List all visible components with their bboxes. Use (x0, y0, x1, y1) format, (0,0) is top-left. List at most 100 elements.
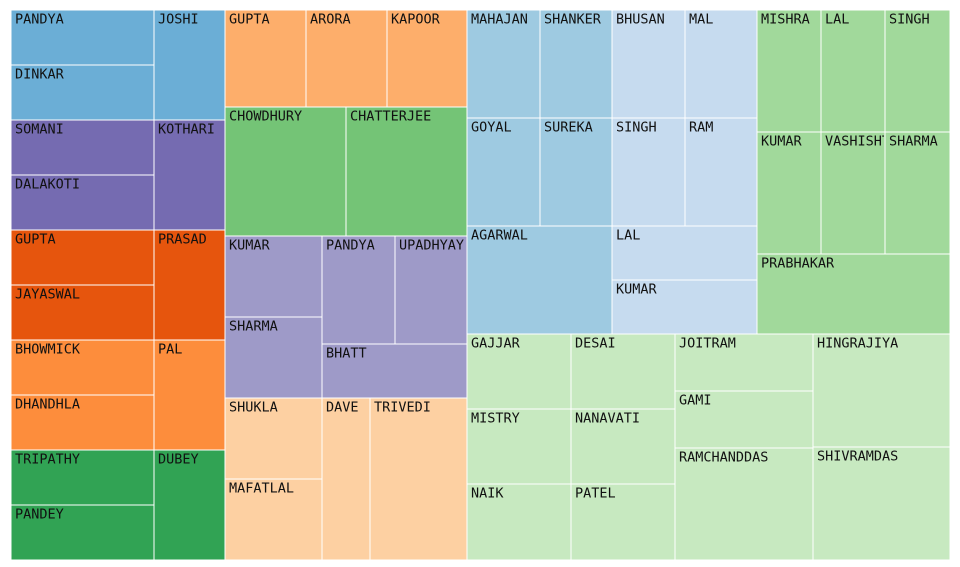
treemap-label: SUREKA (544, 120, 593, 136)
treemap-label: PATEL (575, 486, 616, 502)
treemap-label: GUPTA (229, 12, 270, 28)
treemap-cell-sharma: SHARMA (224, 316, 323, 399)
treemap-cell-kumar: KUMAR (611, 279, 758, 335)
treemap-label: KUMAR (616, 282, 658, 298)
treemap-cell-pandey: PANDEY (10, 504, 155, 561)
treemap-label: MISTRY (471, 411, 520, 427)
treemap-cell-joshi: JOSHI (153, 9, 226, 121)
treemap-label: UPADHYAY (399, 238, 464, 254)
treemap-label: GOYAL (471, 120, 512, 136)
treemap-cell-sharma: SHARMA (884, 131, 951, 255)
treemap-label: SHARMA (889, 134, 938, 150)
treemap-cell-shukla: SHUKLA (224, 397, 323, 480)
treemap-rect (812, 333, 951, 448)
treemap-cell-lal: LAL (611, 225, 758, 281)
treemap-label: ARORA (310, 12, 351, 28)
treemap-label: MAFATLAL (229, 481, 294, 497)
treemap-cell-arora: ARORA (305, 9, 388, 108)
treemap-cell-gupta: GUPTA (224, 9, 307, 108)
treemap-cell-jayaswal: JAYASWAL (10, 284, 155, 341)
treemap-label: SOMANI (15, 122, 64, 138)
treemap-label: PAL (158, 342, 182, 358)
treemap-label: MAHAJAN (471, 12, 528, 28)
treemap-label: SINGH (889, 12, 930, 28)
treemap-cell-upadhyay: UPADHYAY (394, 235, 468, 345)
treemap-rect (10, 9, 155, 66)
treemap-cell-bhowmick: BHOWMICK (10, 339, 155, 396)
treemap-rect (570, 333, 676, 410)
treemap-cell-mal: MAL (684, 9, 758, 119)
treemap-cell-kapoor: KAPOOR (386, 9, 468, 108)
treemap-cell-kumar: KUMAR (756, 131, 822, 255)
treemap-rect (466, 117, 541, 227)
treemap-cell-pandya: PANDYA (10, 9, 155, 66)
treemap-cell-dhandhla: DHANDHLA (10, 394, 155, 451)
treemap-cell-ram: RAM (684, 117, 758, 227)
treemap-rect (756, 253, 951, 335)
treemap-label: PRASAD (158, 232, 207, 248)
treemap-cell-pal: PAL (153, 339, 226, 451)
treemap-label: PANDYA (326, 238, 375, 254)
treemap-cell-goyal: GOYAL (466, 117, 541, 227)
treemap-cell-chatterjee: CHATTERJEE (345, 106, 468, 237)
treemap-rect (466, 408, 572, 485)
treemap-cell-chowdhury: CHOWDHURY (224, 106, 347, 237)
treemap-label: MISHRA (761, 12, 810, 28)
treemap-label: KAPOOR (391, 12, 441, 28)
treemap-label: PANDYA (15, 12, 64, 28)
treemap-label: BHUSAN (616, 12, 665, 28)
treemap-cell-trivedi: TRIVEDI (369, 397, 468, 561)
treemap-rect (611, 225, 758, 281)
treemap-label: VASHISHT (825, 134, 890, 150)
treemap-label: TRIVEDI (374, 400, 431, 416)
treemap-label: JOSHI (158, 12, 199, 28)
treemap-label: SINGH (616, 120, 657, 136)
treemap-label: BHOWMICK (15, 342, 81, 358)
treemap-rect (10, 339, 155, 396)
treemap-label: LAL (825, 12, 849, 28)
treemap-rect (345, 106, 468, 237)
treemap-label: AGARWAL (471, 228, 528, 244)
treemap-rect (10, 449, 155, 506)
treemap-cell-singh: SINGH (884, 9, 951, 133)
treemap-rect (386, 9, 468, 108)
treemap-label: DAVE (326, 400, 359, 416)
treemap-cell-kumar: KUMAR (224, 235, 323, 318)
treemap-label: KOTHARI (158, 122, 215, 138)
treemap-cell-lal: LAL (820, 9, 886, 133)
treemap-rect (321, 343, 468, 399)
treemap-cell-mistry: MISTRY (466, 408, 572, 485)
treemap-cell-dubey: DUBEY (153, 449, 226, 561)
treemap-rect (369, 397, 468, 561)
treemap-label: RAMCHANDDAS (679, 450, 768, 466)
treemap-label: PANDEY (15, 507, 64, 523)
treemap-label: DINKAR (15, 67, 65, 83)
treemap-rect (884, 9, 951, 133)
treemap-rect (394, 235, 468, 345)
treemap-rect (820, 9, 886, 133)
treemap-rect (153, 449, 226, 561)
treemap-label: RAM (689, 120, 713, 136)
treemap-cell-dinkar: DINKAR (10, 64, 155, 121)
treemap-rect (153, 339, 226, 451)
treemap-label: GUPTA (15, 232, 56, 248)
treemap-cell-bhusan: BHUSAN (611, 9, 686, 119)
treemap-label: CHOWDHURY (229, 109, 302, 125)
treemap-cell-vashisht: VASHISHT (820, 131, 890, 255)
treemap-cell-joitram: JOITRAM (674, 333, 814, 392)
treemap-cell-nanavati: NANAVATI (570, 408, 676, 485)
treemap-rect (321, 397, 371, 561)
treemap-cell-gami: GAMI (674, 390, 814, 449)
treemap-cell-agarwal: AGARWAL (466, 225, 613, 335)
treemap-cell-patel: PATEL (570, 483, 676, 561)
treemap-label: PRABHAKAR (761, 256, 835, 272)
treemap-cell-prasad: PRASAD (153, 229, 226, 341)
treemap-rect (10, 504, 155, 561)
treemap-rect (321, 235, 396, 345)
treemap-rect (674, 447, 814, 561)
treemap-label: SHUKLA (229, 400, 278, 416)
treemap-cell-somani: SOMANI (10, 119, 155, 176)
treemap-cell-prabhakar: PRABHAKAR (756, 253, 951, 335)
treemap-rect (539, 117, 613, 227)
